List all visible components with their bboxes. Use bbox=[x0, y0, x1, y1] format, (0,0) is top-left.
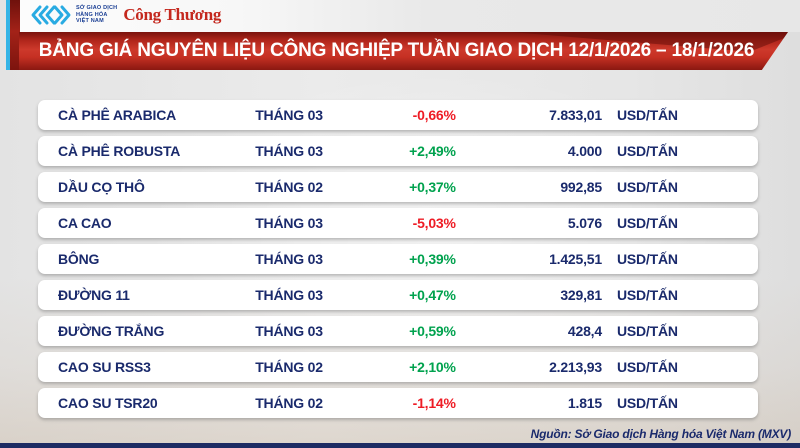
commodity-name: ĐƯỜNG TRẮNG bbox=[58, 323, 165, 339]
commodity-name: DẦU CỌ THÔ bbox=[58, 179, 145, 195]
contract-month: THÁNG 03 bbox=[255, 215, 323, 231]
percent-change: -5,03% bbox=[412, 215, 456, 231]
percent-change: -0,66% bbox=[412, 107, 456, 123]
logo-group: SỞ GIAO DỊCH HÀNG HÓA VIỆT NAM Công Thươ… bbox=[30, 4, 221, 26]
price-value: 5.076 bbox=[567, 215, 602, 231]
contract-month: THÁNG 03 bbox=[255, 107, 323, 123]
commodity-name: ĐƯỜNG 11 bbox=[58, 287, 130, 303]
price-value: 2.213,93 bbox=[549, 359, 602, 375]
price-value: 1.815 bbox=[567, 395, 602, 411]
commodity-name: CAO SU RSS3 bbox=[58, 359, 151, 375]
percent-change: +2,49% bbox=[409, 143, 456, 159]
contract-month: THÁNG 03 bbox=[255, 251, 323, 267]
contract-month: THÁNG 02 bbox=[255, 395, 323, 411]
price-unit: USD/TẤN bbox=[616, 107, 678, 123]
table-row: DẦU CỌ THÔ THÁNG 02 +0,37% 992,85 USD/TẤ… bbox=[38, 172, 758, 202]
mxv-logo-text: SỞ GIAO DỊCH HÀNG HÓA VIỆT NAM bbox=[76, 5, 117, 26]
bottom-navy-bar bbox=[0, 443, 800, 448]
mxv-chevrons-icon bbox=[30, 4, 72, 26]
percent-change: -1,14% bbox=[412, 395, 456, 411]
contract-month: THÁNG 03 bbox=[255, 323, 323, 339]
commodity-name: CA CAO bbox=[58, 215, 112, 231]
commodity-name: CAO SU TSR20 bbox=[58, 395, 158, 411]
contract-month: THÁNG 03 bbox=[255, 143, 323, 159]
percent-change: +2,10% bbox=[409, 359, 456, 375]
contract-month: THÁNG 03 bbox=[255, 287, 323, 303]
commodity-name: BÔNG bbox=[58, 251, 100, 267]
title-banner: BẢNG GIÁ NGUYÊN LIỆU CÔNG NGHIỆP TUẦN GI… bbox=[19, 32, 788, 70]
table-row: ĐƯỜNG TRẮNG THÁNG 03 +0,59% 428,4 USD/TẤ… bbox=[38, 316, 758, 346]
percent-change: +0,47% bbox=[409, 287, 456, 303]
page-title: BẢNG GIÁ NGUYÊN LIỆU CÔNG NGHIỆP TUẦN GI… bbox=[38, 40, 755, 61]
price-value: 7.833,01 bbox=[549, 107, 602, 123]
header-strip: SỞ GIAO DỊCH HÀNG HÓA VIỆT NAM Công Thươ… bbox=[20, 0, 800, 32]
percent-change: +0,59% bbox=[409, 323, 456, 339]
table-row: ĐƯỜNG 11 THÁNG 03 +0,47% 329,81 USD/TẤN bbox=[38, 280, 758, 310]
table-row: BÔNG THÁNG 03 +0,39% 1.425,51 USD/TẤN bbox=[38, 244, 758, 274]
table-row: CAO SU TSR20 THÁNG 02 -1,14% 1.815 USD/T… bbox=[38, 388, 758, 418]
price-table: CÀ PHÊ ARABICA THÁNG 03 -0,66% 7.833,01 … bbox=[38, 100, 758, 418]
price-value: 4.000 bbox=[567, 143, 602, 159]
price-value: 1.425,51 bbox=[549, 251, 602, 267]
mxv-logo: SỞ GIAO DỊCH HÀNG HÓA VIỆT NAM bbox=[30, 4, 117, 26]
percent-change: +0,37% bbox=[409, 179, 456, 195]
price-unit: USD/TẤN bbox=[616, 323, 678, 339]
contract-month: THÁNG 02 bbox=[255, 179, 323, 195]
commodity-name: CÀ PHÊ ARABICA bbox=[58, 107, 177, 123]
left-accent-cyan-stripe bbox=[6, 0, 10, 70]
price-unit: USD/TẤN bbox=[616, 179, 678, 195]
table-row: CÀ PHÊ ARABICA THÁNG 03 -0,66% 7.833,01 … bbox=[38, 100, 758, 130]
price-value: 992,85 bbox=[560, 179, 602, 195]
mxv-logo-line2: HÀNG HÓA bbox=[76, 11, 108, 18]
contract-month: THÁNG 02 bbox=[255, 359, 323, 375]
price-value: 329,81 bbox=[560, 287, 602, 303]
table-row: CA CAO THÁNG 03 -5,03% 5.076 USD/TẤN bbox=[38, 208, 758, 238]
price-unit: USD/TẤN bbox=[616, 251, 678, 267]
mxv-logo-line3: VIỆT NAM bbox=[76, 18, 104, 25]
mxv-logo-line1: SỞ GIAO DỊCH bbox=[76, 4, 118, 11]
price-unit: USD/TẤN bbox=[616, 215, 678, 231]
table-row: CAO SU RSS3 THÁNG 02 +2,10% 2.213,93 USD… bbox=[38, 352, 758, 382]
price-unit: USD/TẤN bbox=[616, 287, 678, 303]
left-accent-red-stripe bbox=[10, 0, 20, 70]
price-unit: USD/TẤN bbox=[616, 143, 678, 159]
price-unit: USD/TẤN bbox=[616, 395, 678, 411]
table-row: CÀ PHÊ ROBUSTA THÁNG 03 +2,49% 4.000 USD… bbox=[38, 136, 758, 166]
price-value: 428,4 bbox=[567, 323, 602, 339]
source-credit: Nguồn: Sở Giao dịch Hàng hóa Việt Nam (M… bbox=[530, 427, 792, 441]
price-unit: USD/TẤN bbox=[616, 359, 678, 375]
commodity-name: CÀ PHÊ ROBUSTA bbox=[58, 143, 181, 159]
congthuong-logo: Công Thương bbox=[123, 5, 222, 24]
percent-change: +0,39% bbox=[409, 251, 456, 267]
